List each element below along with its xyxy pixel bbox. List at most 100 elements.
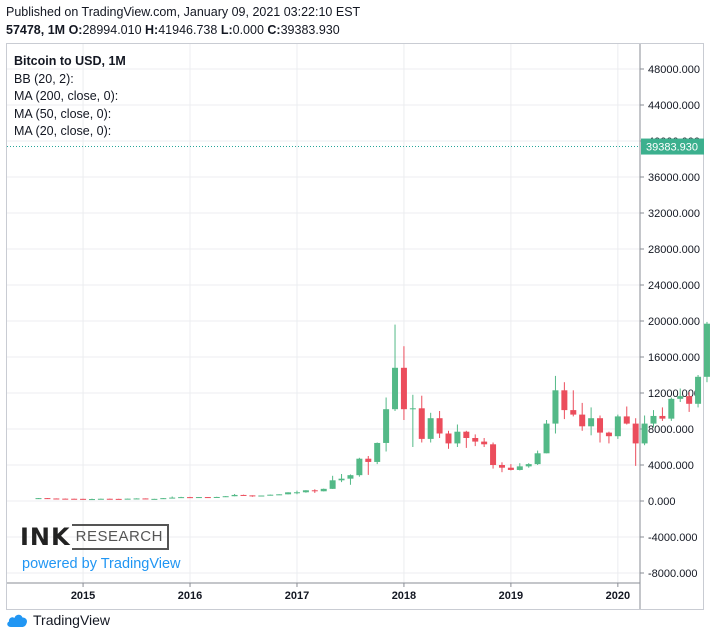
candle-body[interactable] [481,441,488,445]
candle-body[interactable] [71,498,78,500]
candle-body[interactable] [579,414,586,427]
candle-body[interactable] [374,442,381,462]
candle-body[interactable] [240,494,247,496]
candle-body[interactable] [605,432,612,437]
candle-body[interactable] [365,458,372,462]
candle-body[interactable] [703,323,710,377]
candle-body[interactable] [516,466,523,470]
legend-indicator-bb[interactable]: BB (20, 2): [14,71,74,86]
candle-body[interactable] [445,433,452,444]
candle-body[interactable] [659,415,666,419]
close-value: 39383.930 [280,23,340,37]
candle-body[interactable] [383,409,390,443]
legend-indicator-ma20[interactable]: MA (20, close, 0): [14,124,112,138]
candle-body[interactable] [320,488,327,492]
candle-body[interactable] [668,398,675,419]
candle-body[interactable] [285,492,292,495]
candle-body[interactable] [187,497,194,499]
price-axis-label: 16000.000 [648,352,700,364]
candle-body[interactable] [276,494,283,496]
candle-body[interactable] [204,497,211,499]
legend-title[interactable]: Bitcoin to USD, 1M [14,54,126,68]
candle-body[interactable] [463,431,470,438]
published-note: Published on TradingView.com, January 09… [6,5,361,19]
candle-body[interactable] [213,496,220,498]
legend-indicator-ma200[interactable]: MA (200, close, 0): [14,89,119,103]
price-axis-label: 28000.000 [648,244,700,256]
candle-body[interactable] [472,438,479,442]
candle-body[interactable] [454,431,461,444]
time-axis-label: 2020 [606,590,630,602]
candle-body[interactable] [641,423,648,444]
time-axis-label: 2018 [392,590,416,602]
candle-body[interactable] [311,490,318,492]
footer-brand[interactable]: TradingView [6,612,110,628]
candle-body[interactable] [427,418,434,439]
candle-body[interactable] [231,494,238,497]
candle-body[interactable] [160,498,167,500]
candle-body[interactable] [632,423,639,444]
candle-body[interactable] [392,367,399,410]
high-value: 41946.738 [158,23,218,37]
candle-body[interactable] [695,376,702,404]
candle-body[interactable] [347,475,354,479]
research-logo-word: RESEARCH [71,524,169,550]
candle-body[interactable] [302,490,309,493]
candle-body[interactable] [329,480,336,489]
candle-body[interactable] [88,499,95,501]
candle-body[interactable] [80,498,87,500]
candle-body[interactable] [507,467,514,470]
candle-body[interactable] [400,367,407,410]
candle-body[interactable] [534,453,541,465]
last-price-label: 39383.930 [646,142,698,154]
ink-logo-word: INK [20,523,71,551]
candle-body[interactable] [142,498,149,500]
open-label: O: [68,23,83,37]
candle-body[interactable] [686,396,693,404]
candle-body[interactable] [588,418,595,427]
price-axis-label: 24000.000 [648,280,700,292]
legend-indicator-ma50[interactable]: MA (50, close, 0): [14,106,112,121]
candle-body[interactable] [44,498,51,500]
candle-body[interactable] [498,465,505,468]
candle-body[interactable] [293,492,300,494]
candle-body[interactable] [338,478,345,481]
powered-by-note[interactable]: powered by TradingView [22,556,181,572]
candle-body[interactable] [115,498,122,500]
candle-body[interactable] [650,415,657,424]
candle-body[interactable] [525,464,532,467]
candle-body[interactable] [614,416,621,437]
candle-body[interactable] [249,495,256,497]
time-axis-label: 2016 [178,590,202,602]
candle-body[interactable] [356,458,363,476]
candle-body[interactable] [418,408,425,439]
candle-body[interactable] [570,410,577,415]
candle-body[interactable] [543,423,550,454]
candle-body[interactable] [436,418,443,434]
candle-body[interactable] [552,390,559,424]
candle-body[interactable] [195,497,202,499]
candle-body[interactable] [490,444,497,465]
candle-body[interactable] [623,416,630,424]
price-axis-label: 4000.000 [648,460,694,472]
candle-body[interactable] [106,498,113,500]
candle-body[interactable] [677,396,684,399]
candle-body[interactable] [597,418,604,433]
footer-brand-name: TradingView [33,612,111,628]
candle-body[interactable] [169,497,176,499]
candle-body[interactable] [258,495,265,497]
candle-body[interactable] [222,496,229,498]
candle-body[interactable] [409,408,416,410]
candle-body[interactable] [62,498,69,500]
candle-body[interactable] [124,498,131,500]
candle-body[interactable] [178,497,185,499]
candle-body[interactable] [97,498,104,500]
candle-body[interactable] [53,498,60,500]
candle-body[interactable] [133,498,140,500]
candle-body[interactable] [267,494,274,496]
high-label: H: [145,23,159,37]
candle-body[interactable] [561,390,568,411]
candle-body[interactable] [151,498,158,500]
candle-body[interactable] [35,498,42,500]
